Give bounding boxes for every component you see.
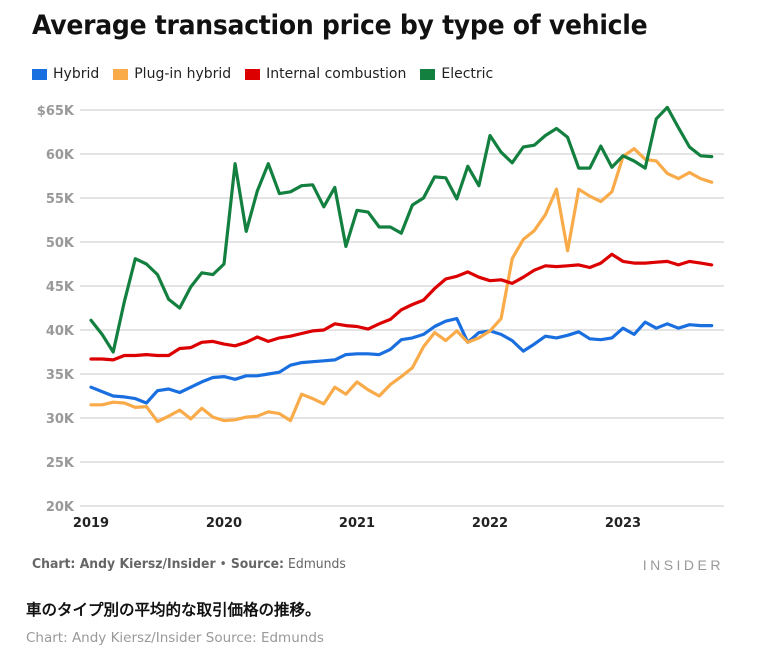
credit-separator: • bbox=[215, 556, 231, 572]
legend-swatch-internal-combustion bbox=[245, 68, 261, 80]
article-caption: 車のタイプ別の平均的な取引価格の推移。 bbox=[26, 601, 321, 619]
x-tick-label: 2020 bbox=[206, 516, 242, 531]
series-line-plug-in-hybrid bbox=[89, 147, 714, 424]
x-tick-label: 2022 bbox=[472, 516, 508, 531]
credit-author: Chart: Andy Kiersz/Insider bbox=[32, 556, 216, 572]
insider-logo: INSIDER bbox=[642, 557, 724, 573]
legend-label-internal-combustion: Internal combustion bbox=[266, 66, 407, 82]
credit-source-name: Edmunds bbox=[284, 556, 346, 572]
x-axis-ticks: 2019 2020 2021 2022 2023 bbox=[73, 516, 641, 531]
series-line-electric bbox=[89, 105, 714, 354]
legend-swatch-electric bbox=[420, 68, 436, 80]
article-caption-credit: Chart: Andy Kiersz/Insider Source: Edmun… bbox=[26, 630, 324, 646]
y-tick-label: $65K bbox=[37, 104, 75, 119]
y-tick-label: 60K bbox=[46, 148, 75, 163]
x-tick-label: 2021 bbox=[339, 516, 375, 531]
y-tick-label: 20K bbox=[46, 500, 75, 515]
series-line-hybrid bbox=[89, 317, 714, 405]
legend-item-plug-in-hybrid: Plug-in hybrid bbox=[113, 66, 231, 82]
y-tick-label: 45K bbox=[46, 280, 75, 295]
legend-item-internal-combustion: Internal combustion bbox=[245, 66, 406, 82]
gridlines bbox=[80, 109, 724, 507]
y-tick-label: 30K bbox=[46, 412, 75, 427]
legend-label-plug-in-hybrid: Plug-in hybrid bbox=[134, 66, 232, 82]
y-tick-label: 55K bbox=[46, 192, 75, 207]
chart-credit: Chart: Andy Kiersz/Insider • Source: Edm… bbox=[32, 556, 346, 572]
y-tick-label: 25K bbox=[46, 456, 75, 471]
legend-item-hybrid: Hybrid bbox=[32, 66, 99, 82]
chart-title: Average transaction price by type of veh… bbox=[32, 10, 648, 41]
legend-swatch-plug-in-hybrid bbox=[113, 68, 129, 80]
chart-legend: Hybrid Plug-in hybrid Internal combustio… bbox=[32, 66, 507, 82]
legend-label-hybrid: Hybrid bbox=[53, 66, 100, 82]
legend-item-electric: Electric bbox=[420, 66, 493, 82]
x-tick-label: 2019 bbox=[73, 516, 109, 531]
x-tick-label: 2023 bbox=[605, 516, 641, 531]
series-line-internal-combustion bbox=[89, 252, 714, 362]
y-axis-ticks: 20K 25K 30K 35K 40K 45K 50K 55K 60K $65K bbox=[37, 104, 75, 515]
y-tick-label: 50K bbox=[46, 236, 75, 251]
legend-swatch-hybrid bbox=[32, 68, 47, 80]
series-lines bbox=[89, 105, 714, 424]
credit-source-label: Source: bbox=[230, 556, 285, 572]
y-tick-label: 35K bbox=[46, 368, 75, 383]
legend-label-electric: Electric bbox=[441, 66, 494, 82]
y-tick-label: 40K bbox=[46, 324, 75, 339]
